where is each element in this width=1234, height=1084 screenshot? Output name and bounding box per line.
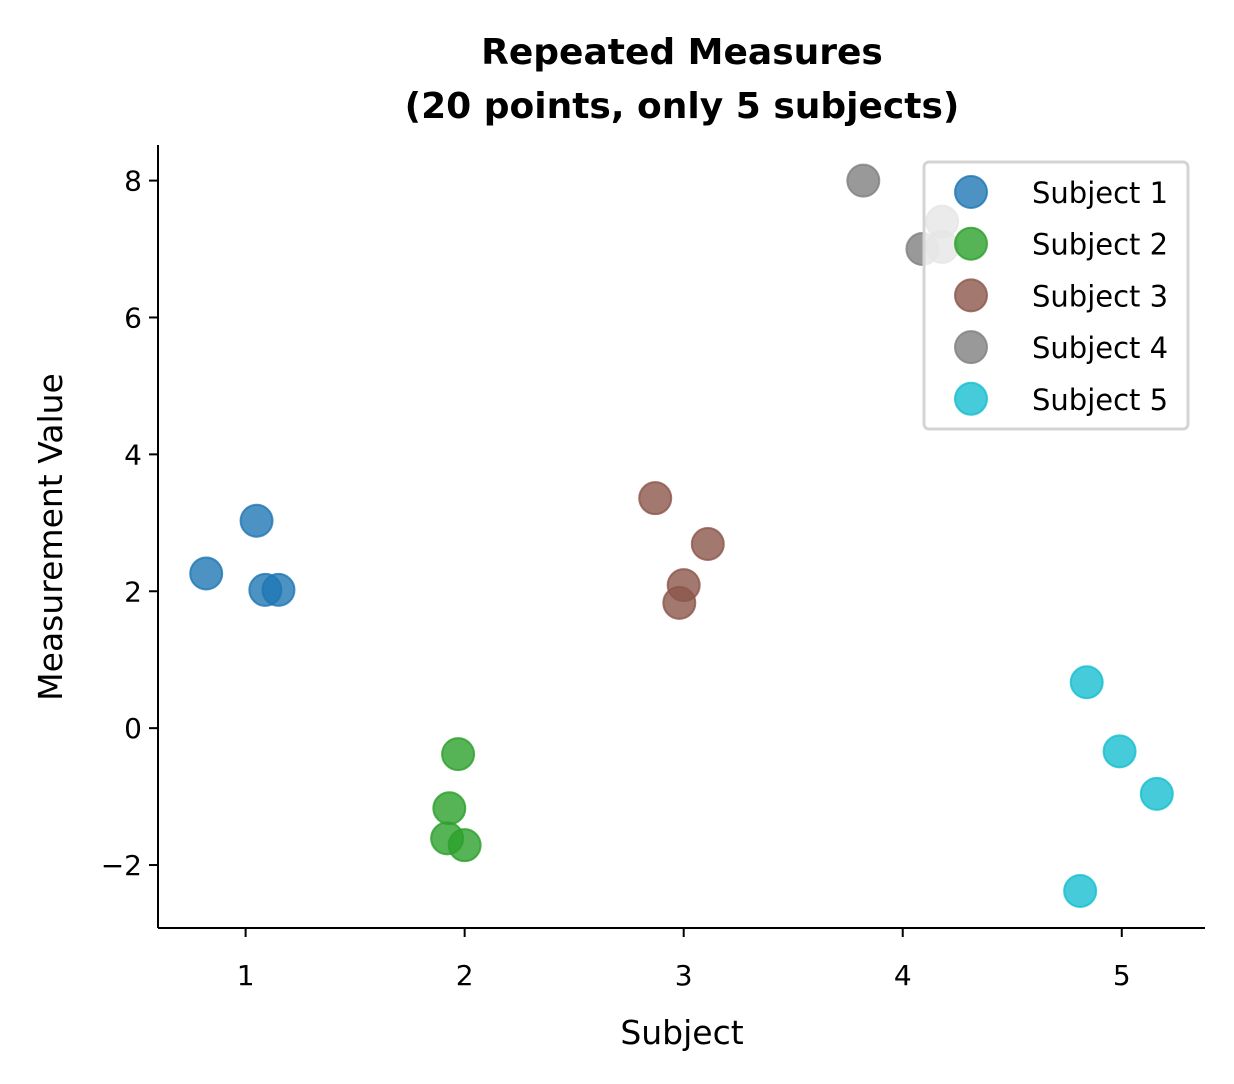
legend-marker-subject-1	[954, 175, 988, 209]
point-subject-5-4	[1063, 874, 1098, 909]
legend-frame	[922, 160, 1190, 431]
point-subject-1-4	[261, 572, 296, 607]
point-subject-1-1	[189, 556, 224, 591]
point-subject-3-1	[638, 481, 673, 516]
chart-title-line-2: (20 points, only 5 subjects)	[405, 86, 960, 127]
legend-label-subject-3: Subject 3	[1032, 279, 1168, 313]
point-subject-4-1	[846, 163, 881, 198]
legend-marker-subject-4	[954, 330, 988, 365]
y-tick-label: 6	[124, 301, 142, 334]
point-subject-3-4	[662, 585, 697, 620]
legend-label-subject-1: Subject 1	[1032, 176, 1168, 210]
x-tick-label: 1	[237, 959, 255, 992]
x-tick-label: 5	[1113, 959, 1131, 992]
y-tick-label: 4	[124, 438, 142, 471]
y-tick-label: −2	[101, 849, 142, 882]
point-subject-1-2	[239, 503, 274, 538]
x-tick-label: 4	[894, 959, 912, 992]
legend-marker-subject-2	[954, 226, 988, 261]
legend-label-subject-5: Subject 5	[1032, 383, 1168, 417]
chart-title-line-1: Repeated Measures	[481, 32, 883, 73]
x-tick-label: 3	[675, 959, 693, 992]
y-tick-label: 2	[124, 575, 142, 608]
point-subject-3-2	[690, 527, 725, 562]
point-subject-2-4	[447, 828, 482, 863]
point-subject-2-2	[432, 791, 467, 826]
legend: Subject 1 Subject 2 Subject 3 Subject 4 Subj…	[922, 160, 1190, 431]
legend-marker-subject-3	[954, 278, 988, 313]
point-subject-5-1	[1069, 665, 1104, 700]
x-tick-label: 2	[456, 959, 474, 992]
y-tick-label: 8	[124, 165, 142, 198]
x-axis-label: Subject	[620, 1013, 743, 1052]
legend-label-subject-2: Subject 2	[1032, 228, 1168, 262]
legend-marker-subject-5	[954, 381, 988, 416]
point-subject-2-1	[441, 737, 476, 772]
legend-label-subject-4: Subject 4	[1032, 331, 1168, 365]
point-subject-5-3	[1139, 776, 1174, 811]
y-tick-label: 0	[124, 712, 142, 745]
point-subject-5-2	[1102, 734, 1137, 769]
y-axis-label: Measurement Value	[31, 373, 70, 701]
